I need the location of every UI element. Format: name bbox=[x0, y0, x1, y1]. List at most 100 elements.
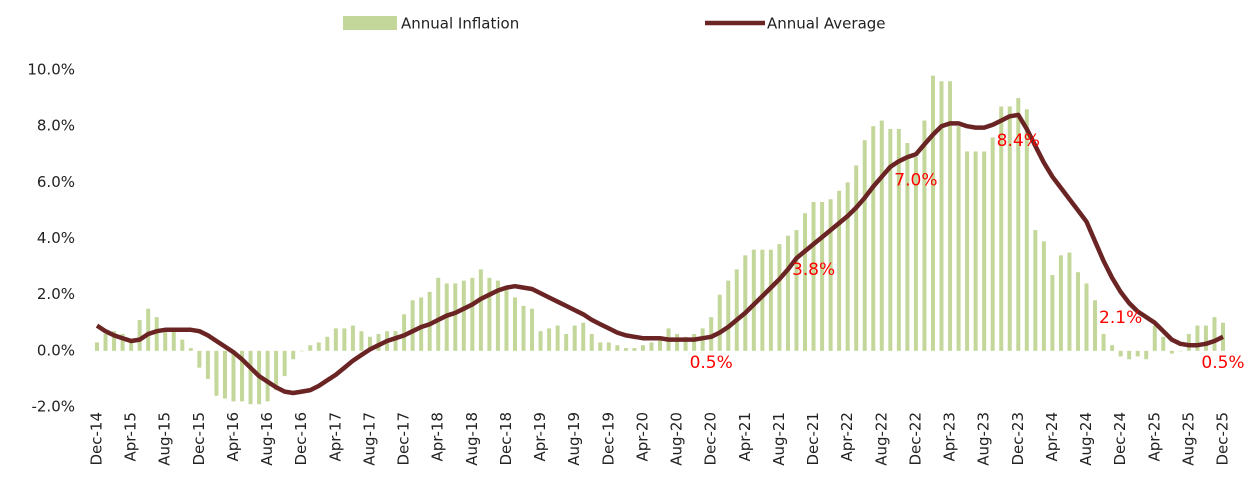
bar bbox=[939, 81, 944, 351]
data-label: 8.4% bbox=[997, 131, 1040, 151]
bar bbox=[478, 269, 483, 351]
bar bbox=[419, 297, 424, 351]
bar bbox=[615, 345, 620, 351]
y-tick-label: 6.0% bbox=[37, 173, 75, 191]
bar bbox=[896, 128, 901, 351]
bar bbox=[803, 213, 808, 351]
bar bbox=[129, 339, 134, 351]
bar bbox=[862, 140, 867, 351]
legend: Annual Inflation Annual Average bbox=[343, 15, 886, 33]
bar bbox=[794, 230, 799, 351]
bar bbox=[717, 294, 722, 351]
bar bbox=[606, 342, 611, 351]
bar bbox=[1127, 350, 1132, 360]
bar bbox=[572, 325, 577, 351]
bar bbox=[623, 348, 628, 351]
x-tick-label: Dec-16 bbox=[292, 412, 310, 466]
x-tick-label: Aug-18 bbox=[463, 412, 481, 466]
x-tick-label: Apr-15 bbox=[122, 412, 140, 462]
bar bbox=[461, 280, 466, 351]
bar bbox=[1161, 336, 1166, 351]
bar bbox=[1058, 255, 1063, 351]
bar bbox=[103, 333, 108, 351]
bar bbox=[692, 333, 697, 351]
bar bbox=[265, 350, 270, 402]
y-tick-label: 2.0% bbox=[37, 285, 75, 303]
bar bbox=[470, 277, 475, 351]
bar bbox=[1118, 350, 1123, 357]
bar bbox=[146, 308, 151, 351]
x-tick-label: Aug-23 bbox=[975, 412, 993, 466]
x-tick-label: Aug-22 bbox=[872, 412, 890, 466]
bar bbox=[982, 151, 987, 351]
bar bbox=[427, 291, 432, 351]
bar bbox=[640, 345, 645, 351]
legend-label: Annual Inflation bbox=[401, 15, 519, 33]
bar bbox=[308, 345, 313, 351]
x-tick-label: Dec-24 bbox=[1111, 412, 1129, 466]
bar bbox=[282, 350, 287, 377]
bar bbox=[820, 201, 825, 351]
data-label: 7.0% bbox=[894, 170, 937, 190]
bar bbox=[564, 333, 569, 351]
x-tick-label: Apr-22 bbox=[838, 412, 856, 462]
line bbox=[95, 112, 1224, 396]
bar bbox=[683, 336, 688, 351]
bar bbox=[1033, 230, 1038, 351]
bar bbox=[837, 190, 842, 351]
x-tick-label: Apr-20 bbox=[633, 412, 651, 462]
x-tick-label: Apr-18 bbox=[429, 412, 447, 462]
bar bbox=[350, 325, 355, 351]
bar bbox=[538, 331, 543, 351]
x-tick-label: Dec-19 bbox=[599, 412, 617, 466]
bar bbox=[163, 328, 168, 351]
bar bbox=[1041, 241, 1046, 351]
bar bbox=[1050, 275, 1055, 351]
bar bbox=[1152, 325, 1157, 351]
bar bbox=[811, 201, 816, 351]
bar bbox=[854, 165, 859, 351]
x-tick-label: Apr-17 bbox=[326, 412, 344, 462]
bar bbox=[231, 350, 236, 402]
bar bbox=[879, 120, 884, 351]
x-tick-label: Dec-22 bbox=[906, 412, 924, 466]
bar bbox=[171, 331, 176, 351]
bar bbox=[589, 333, 594, 351]
y-tick-label: -2.0% bbox=[31, 398, 75, 416]
bar bbox=[547, 328, 552, 351]
bar bbox=[453, 283, 458, 351]
bar bbox=[1178, 350, 1183, 352]
bar bbox=[930, 75, 935, 351]
x-tick-label: Dec-18 bbox=[497, 412, 515, 466]
bar bbox=[913, 157, 918, 351]
x-tick-label: Dec-14 bbox=[88, 412, 106, 466]
bar bbox=[1016, 98, 1021, 351]
bar bbox=[1135, 350, 1140, 357]
bar bbox=[768, 249, 773, 351]
bar bbox=[1221, 322, 1225, 351]
data-label: 0.5% bbox=[690, 353, 733, 373]
bar bbox=[743, 255, 748, 351]
bar bbox=[922, 120, 927, 351]
bar bbox=[1144, 350, 1149, 360]
bar bbox=[598, 342, 603, 351]
x-tick-label: Aug-19 bbox=[565, 412, 583, 466]
bar bbox=[1067, 252, 1072, 351]
x-tick-label: Aug-16 bbox=[258, 412, 276, 466]
bar bbox=[299, 350, 304, 352]
x-tick-label: Dec-25 bbox=[1214, 412, 1232, 466]
bar bbox=[205, 350, 210, 379]
y-tick-label: 8.0% bbox=[37, 117, 75, 135]
bar bbox=[777, 244, 782, 351]
x-tick-label: Aug-20 bbox=[668, 412, 686, 466]
bar bbox=[248, 350, 253, 405]
bar bbox=[751, 249, 756, 351]
x-tick-label: Aug-15 bbox=[156, 412, 174, 466]
bar bbox=[675, 333, 680, 351]
bar bbox=[973, 151, 978, 351]
data-label: 3.8% bbox=[792, 260, 835, 280]
bar bbox=[188, 348, 193, 351]
bar bbox=[999, 106, 1004, 351]
x-tick-label: Apr-19 bbox=[531, 412, 549, 462]
